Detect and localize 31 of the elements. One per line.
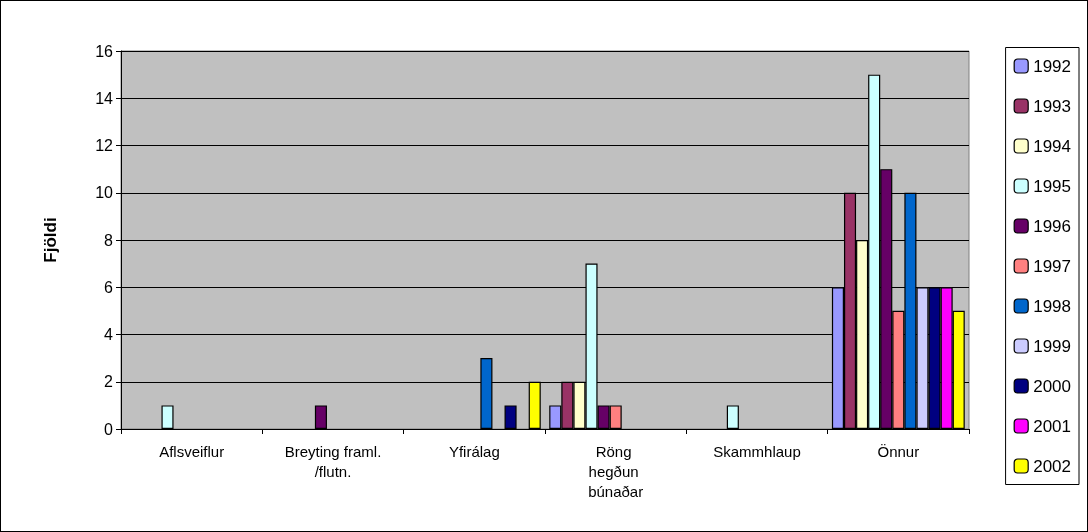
y-tick-label: 10 <box>95 184 114 202</box>
legend-label: 1997 <box>1033 256 1072 276</box>
bar <box>161 405 174 429</box>
x-tick-label: Yfirálag <box>448 442 500 460</box>
legend-label: 1996 <box>1033 216 1072 236</box>
legend-label: 1999 <box>1033 336 1072 356</box>
bar <box>726 405 739 429</box>
legend-label: 1998 <box>1033 296 1072 316</box>
y-tick-label: 14 <box>95 89 114 107</box>
legend-label: 2002 <box>1033 456 1072 476</box>
x-tick-label: Aflsveiflur <box>159 442 225 460</box>
y-tick-label: 8 <box>104 231 114 249</box>
x-tick-label: Röng hegðun búnaðar <box>588 442 644 500</box>
legend-label: 2001 <box>1033 416 1072 436</box>
legend-label: 1994 <box>1033 136 1072 156</box>
legend-label: 2000 <box>1033 376 1072 396</box>
y-tick-label: 2 <box>104 373 114 391</box>
y-tick-label: 12 <box>95 137 114 154</box>
bar <box>314 405 327 429</box>
y-tick-label: 6 <box>104 278 114 296</box>
x-tick-label: Önnur <box>877 442 920 460</box>
y-axis-title: Fjöldi <box>41 217 60 263</box>
bar <box>504 405 517 429</box>
legend-label: 1995 <box>1033 176 1072 196</box>
x-tick-label: Skammhlaup <box>713 442 801 460</box>
y-tick-label: 4 <box>104 326 114 343</box>
legend-label: 1993 <box>1033 96 1072 116</box>
x-tick-label: Breyting framl./flutn. <box>284 442 382 480</box>
legend-label: 1992 <box>1033 56 1072 76</box>
y-tick-label: 0 <box>104 420 114 438</box>
y-tick-label: 16 <box>95 42 114 60</box>
